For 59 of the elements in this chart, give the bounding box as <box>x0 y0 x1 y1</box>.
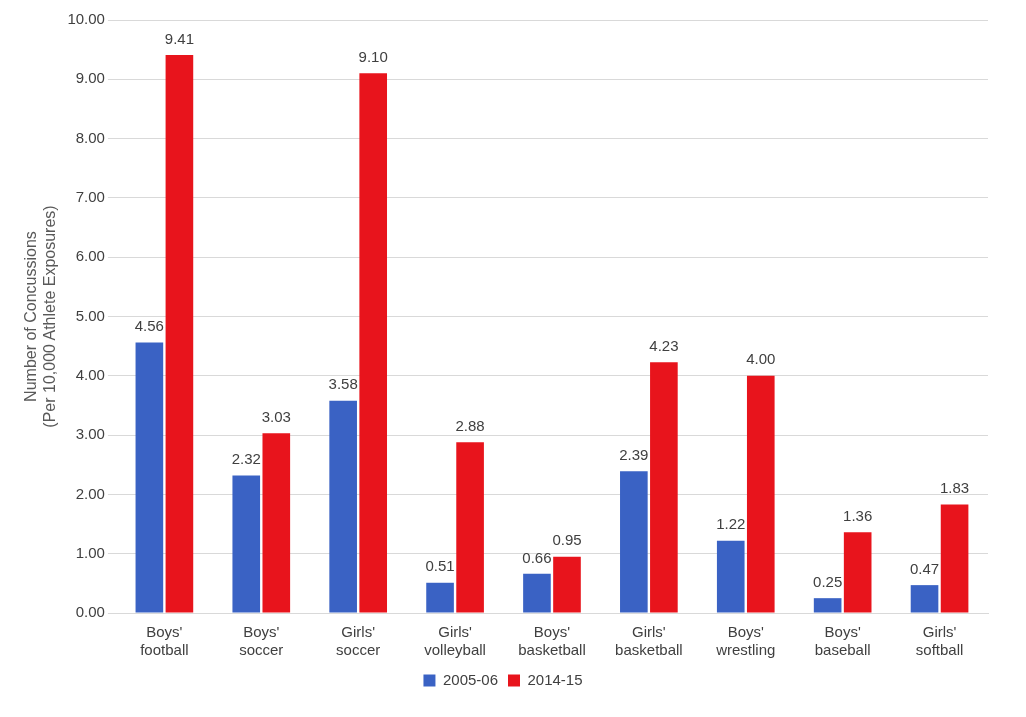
data-label: 4.23 <box>649 336 679 354</box>
bar <box>940 504 969 613</box>
y-tick-label: 6.00 <box>75 247 105 265</box>
data-label: 0.47 <box>909 559 940 577</box>
x-tick-label: Girls' basketball <box>615 623 683 659</box>
y-tick-label: 2.00 <box>75 484 105 502</box>
x-tick-label: Boys' wrestling <box>715 623 776 659</box>
data-label: 4.00 <box>746 350 776 368</box>
bar <box>650 362 678 613</box>
bar <box>329 400 357 613</box>
y-tick-label: 10.00 <box>67 10 105 28</box>
y-tick-label: 8.00 <box>75 128 105 146</box>
bar <box>910 585 939 613</box>
legend-label: 2005-06 <box>442 670 499 688</box>
y-tick-label: 9.00 <box>75 69 105 87</box>
x-tick-label: Girls' soccer <box>336 623 381 659</box>
bar <box>426 582 454 613</box>
y-tick-label: 0.00 <box>75 603 105 621</box>
bar <box>553 556 581 613</box>
bar <box>262 433 291 613</box>
bar <box>620 471 648 613</box>
data-label: 0.51 <box>425 557 455 575</box>
data-label: 0.95 <box>552 531 582 549</box>
y-tick-label: 5.00 <box>75 306 105 324</box>
y-axis-title: Number of Concussions (Per 10,000 Athlete Exposures) <box>22 205 59 428</box>
x-tick-label: Girls' volleyball <box>424 623 486 659</box>
x-tick-label: Girls' softball <box>915 623 964 659</box>
y-tick-label: 1.00 <box>75 543 105 561</box>
data-label: 2.32 <box>231 450 261 468</box>
data-label: 1.22 <box>716 515 746 533</box>
data-label: 2.39 <box>619 445 649 463</box>
bar <box>232 475 261 613</box>
bar <box>359 73 388 613</box>
bar <box>716 540 745 613</box>
data-label: 4.56 <box>134 317 164 335</box>
y-tick-label: 7.00 <box>75 188 105 206</box>
x-tick-label: Boys' soccer <box>239 623 284 659</box>
x-tick-label: Boys' baseball <box>814 623 871 659</box>
bar <box>843 532 872 613</box>
data-label: 0.25 <box>813 572 843 590</box>
bar <box>746 375 775 613</box>
y-tick-label: 4.00 <box>75 365 105 383</box>
data-label: 3.58 <box>328 375 358 393</box>
bar <box>456 442 484 613</box>
bar <box>165 54 194 613</box>
data-label: 3.03 <box>261 407 291 425</box>
legend-label: 2014-15 <box>527 670 583 688</box>
data-label: 0.66 <box>522 548 552 566</box>
bar <box>813 598 842 613</box>
data-label: 1.36 <box>843 506 873 524</box>
x-tick-label: Boys' basketball <box>518 623 586 659</box>
data-label: 2.88 <box>455 416 485 434</box>
data-label: 9.41 <box>164 29 195 47</box>
data-label: 1.83 <box>939 479 970 497</box>
y-tick-label: 3.00 <box>75 425 105 443</box>
data-label: 9.10 <box>358 48 388 66</box>
bar <box>135 342 164 613</box>
x-tick-label: Boys' football <box>140 623 189 659</box>
bar <box>523 573 551 613</box>
